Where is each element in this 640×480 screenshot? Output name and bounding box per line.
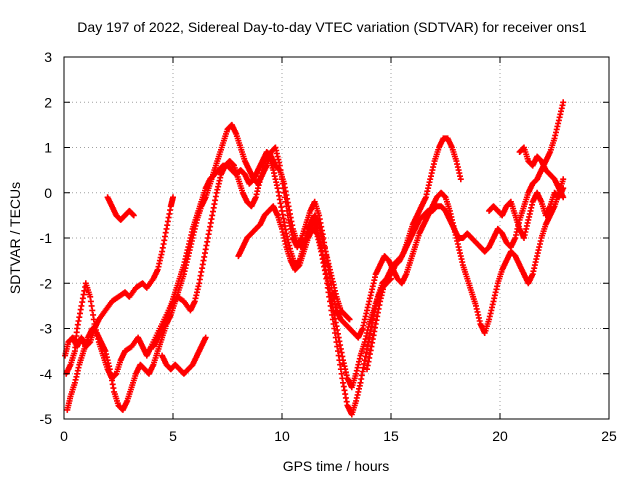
y-tick-label: -3 <box>40 321 53 337</box>
y-tick-labels: -5 -4 -3 -2 -1 0 1 2 3 <box>40 49 53 427</box>
y-tick-label: -5 <box>40 411 53 427</box>
x-tick-label: 15 <box>383 428 399 444</box>
x-tick-label: 5 <box>169 428 177 444</box>
series-arc-10 <box>516 144 567 201</box>
series-arc-7 <box>159 334 209 377</box>
y-tick-label: 2 <box>44 94 52 110</box>
y-tick-label: 3 <box>44 49 52 65</box>
plus-markers <box>104 194 137 223</box>
y-tick-label: -4 <box>40 366 53 382</box>
x-tick-label: 0 <box>60 428 68 444</box>
series-arc-6 <box>104 194 137 223</box>
chart-title: Day 197 of 2022, Sidereal Day-to-day VTE… <box>77 19 587 35</box>
plus-markers <box>159 334 209 377</box>
x-tick-label: 25 <box>601 428 617 444</box>
y-tick-label: -2 <box>40 275 53 291</box>
x-tick-labels: 0 5 10 15 20 25 <box>60 428 617 444</box>
plus-markers <box>516 144 567 201</box>
y-tick-label: -1 <box>40 230 53 246</box>
plus-markers <box>486 185 567 241</box>
y-tick-label: 0 <box>44 185 52 201</box>
series-arc-9 <box>486 185 567 241</box>
y-tick-label: 1 <box>44 140 52 156</box>
plus-markers <box>235 203 394 418</box>
x-tick-label: 20 <box>492 428 508 444</box>
y-axis-label: SDTVAR / TECUs <box>7 182 23 294</box>
x-axis-label: GPS time / hours <box>283 458 390 474</box>
x-tick-label: 10 <box>274 428 290 444</box>
axis-ticks <box>63 56 610 420</box>
series-arc-5 <box>235 203 394 418</box>
